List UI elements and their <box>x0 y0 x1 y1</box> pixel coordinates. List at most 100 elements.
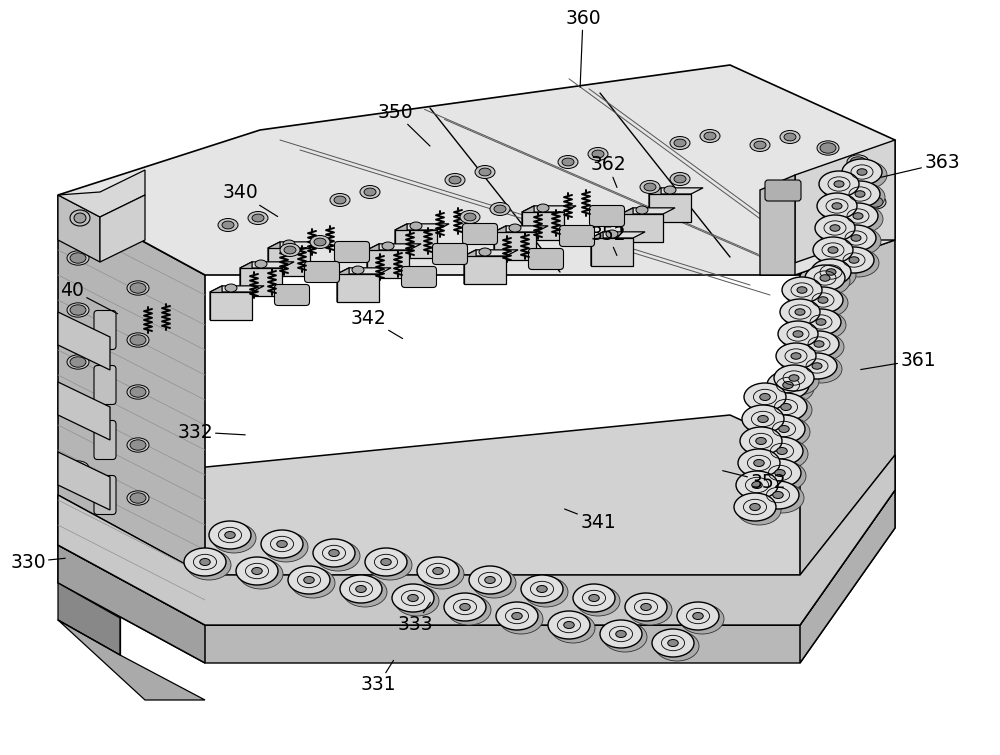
Ellipse shape <box>606 230 618 238</box>
Ellipse shape <box>777 448 787 455</box>
Ellipse shape <box>819 171 859 197</box>
Ellipse shape <box>382 242 394 250</box>
Ellipse shape <box>739 473 783 503</box>
Ellipse shape <box>757 481 799 509</box>
Ellipse shape <box>826 269 836 276</box>
Ellipse shape <box>485 577 495 584</box>
Ellipse shape <box>524 577 568 607</box>
Ellipse shape <box>310 236 330 248</box>
Ellipse shape <box>313 539 355 567</box>
Ellipse shape <box>236 557 278 585</box>
Ellipse shape <box>776 343 816 369</box>
Polygon shape <box>395 230 437 258</box>
Ellipse shape <box>765 393 807 421</box>
Ellipse shape <box>417 557 459 585</box>
Ellipse shape <box>67 251 89 265</box>
Polygon shape <box>522 206 576 212</box>
Ellipse shape <box>460 603 470 611</box>
Ellipse shape <box>330 193 350 207</box>
Ellipse shape <box>760 393 770 400</box>
Ellipse shape <box>745 407 789 437</box>
Ellipse shape <box>805 265 845 291</box>
Polygon shape <box>58 455 895 625</box>
Text: 331: 331 <box>360 661 396 695</box>
Ellipse shape <box>70 253 86 263</box>
Ellipse shape <box>127 333 149 347</box>
Ellipse shape <box>70 357 86 367</box>
Ellipse shape <box>512 612 522 620</box>
Ellipse shape <box>589 594 599 602</box>
Ellipse shape <box>814 341 824 347</box>
Ellipse shape <box>548 611 590 639</box>
Text: 332: 332 <box>177 423 245 442</box>
Polygon shape <box>210 292 252 320</box>
Ellipse shape <box>479 248 491 256</box>
Ellipse shape <box>734 493 776 521</box>
Ellipse shape <box>806 289 848 317</box>
Polygon shape <box>395 223 407 258</box>
Ellipse shape <box>603 622 647 652</box>
Ellipse shape <box>857 169 867 175</box>
Ellipse shape <box>352 266 364 274</box>
Ellipse shape <box>365 548 407 576</box>
Ellipse shape <box>127 491 149 505</box>
FancyBboxPatch shape <box>560 226 594 246</box>
Ellipse shape <box>381 559 391 565</box>
Ellipse shape <box>130 440 146 450</box>
Polygon shape <box>58 620 205 700</box>
Polygon shape <box>337 274 379 302</box>
Polygon shape <box>800 490 895 663</box>
Text: 333: 333 <box>397 602 433 634</box>
Ellipse shape <box>641 603 651 611</box>
Ellipse shape <box>747 385 791 415</box>
Ellipse shape <box>364 188 376 196</box>
Polygon shape <box>58 312 110 370</box>
Ellipse shape <box>494 205 506 213</box>
Polygon shape <box>58 195 100 262</box>
Polygon shape <box>649 188 703 194</box>
Ellipse shape <box>849 257 859 263</box>
Polygon shape <box>367 250 409 278</box>
Ellipse shape <box>562 158 574 166</box>
Ellipse shape <box>558 156 578 168</box>
Ellipse shape <box>816 319 826 325</box>
Ellipse shape <box>576 586 620 616</box>
Ellipse shape <box>408 594 418 602</box>
Ellipse shape <box>472 568 516 598</box>
Ellipse shape <box>763 415 805 443</box>
Text: 350: 350 <box>377 103 430 146</box>
Ellipse shape <box>836 225 876 251</box>
Ellipse shape <box>783 301 825 329</box>
Polygon shape <box>621 208 675 214</box>
Ellipse shape <box>743 429 787 459</box>
Ellipse shape <box>797 353 837 379</box>
Polygon shape <box>522 206 534 240</box>
Polygon shape <box>621 214 663 242</box>
Polygon shape <box>760 175 795 275</box>
Ellipse shape <box>499 604 543 634</box>
Polygon shape <box>58 490 895 663</box>
Ellipse shape <box>855 191 865 197</box>
Ellipse shape <box>775 470 785 476</box>
Ellipse shape <box>668 639 678 646</box>
Ellipse shape <box>395 586 439 616</box>
Ellipse shape <box>818 217 860 245</box>
FancyBboxPatch shape <box>462 223 498 245</box>
FancyBboxPatch shape <box>334 242 370 263</box>
Ellipse shape <box>842 159 882 185</box>
Ellipse shape <box>738 449 780 477</box>
Text: 352: 352 <box>590 226 626 255</box>
Ellipse shape <box>537 585 547 593</box>
Text: 360: 360 <box>565 8 601 88</box>
Ellipse shape <box>843 183 885 211</box>
Polygon shape <box>494 226 548 232</box>
Ellipse shape <box>209 521 251 549</box>
Ellipse shape <box>813 237 853 263</box>
Polygon shape <box>464 256 506 284</box>
FancyBboxPatch shape <box>402 267 436 288</box>
Ellipse shape <box>768 395 812 425</box>
Ellipse shape <box>783 381 793 389</box>
Ellipse shape <box>130 283 146 293</box>
Ellipse shape <box>815 215 855 241</box>
Ellipse shape <box>509 224 521 232</box>
